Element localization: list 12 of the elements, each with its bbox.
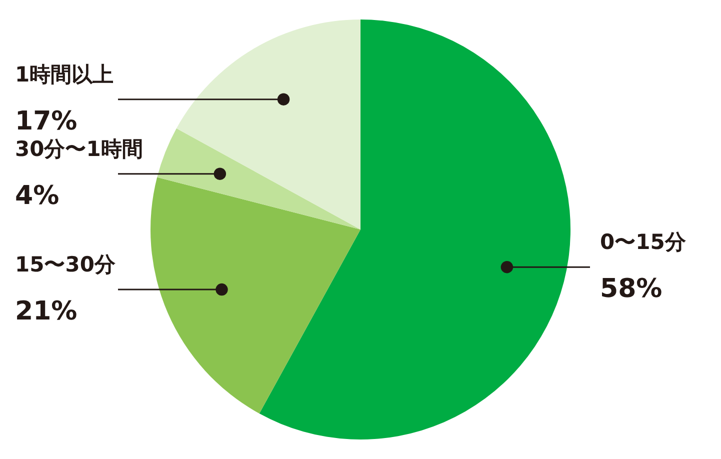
pie-slice [157, 128, 360, 230]
data-label: 4% [15, 180, 60, 211]
data-label: 21% [15, 296, 78, 327]
data-label: 58% [600, 274, 662, 304]
data-label: 17% [15, 106, 78, 136]
pie-slice [150, 177, 360, 414]
slice-label: 30分〜1時間 [15, 136, 143, 161]
slice-label: 1時間以上 [15, 62, 114, 86]
slice-label: 0〜15分 [600, 230, 687, 254]
pie-slice [259, 20, 570, 440]
pie-slice [176, 20, 360, 230]
slice-label: 15〜30分 [15, 252, 116, 277]
